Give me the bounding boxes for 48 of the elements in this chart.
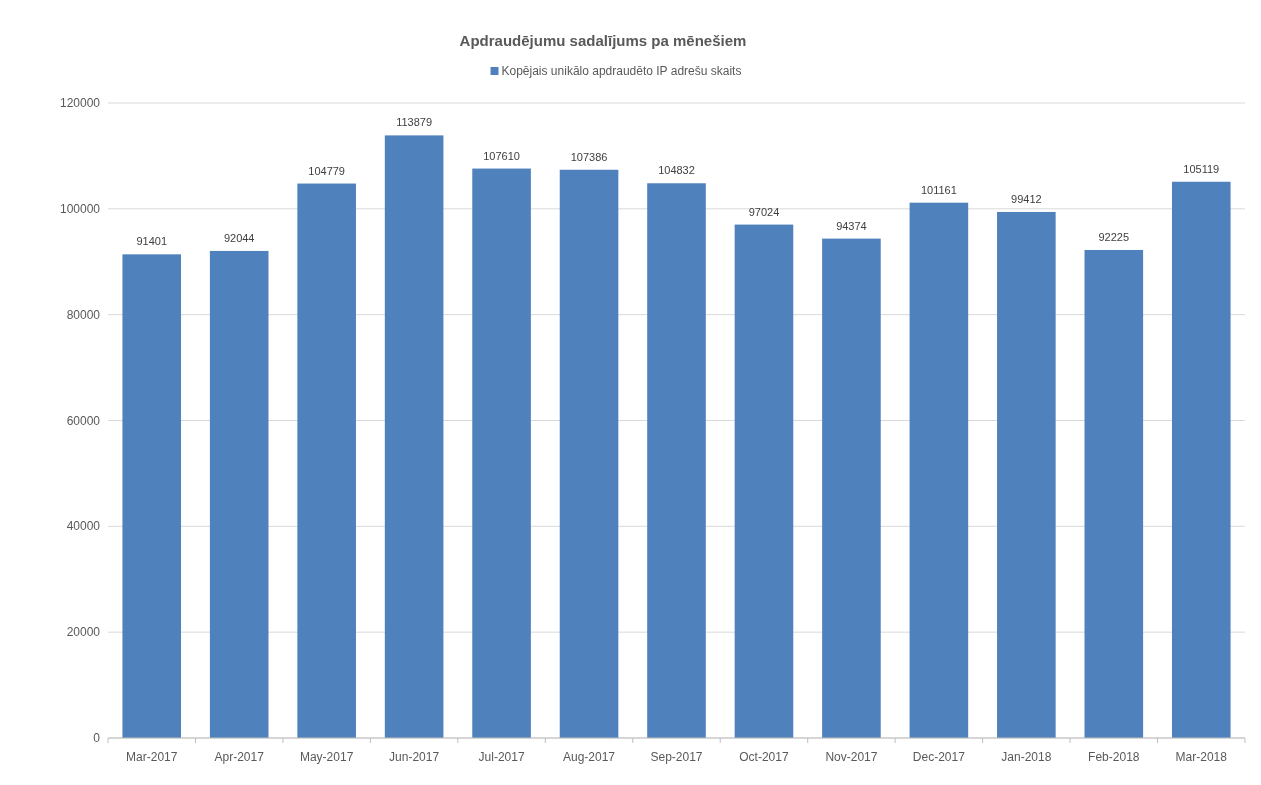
x-tick-label: Jan-2018 — [1001, 750, 1052, 764]
data-label: 105119 — [1183, 162, 1220, 175]
x-tick-label: Nov-2017 — [825, 750, 878, 764]
data-label: 113879 — [396, 116, 433, 129]
x-tick-label: Mar-2017 — [126, 750, 178, 764]
data-label: 92225 — [1098, 230, 1130, 243]
y-tick-label: 20000 — [66, 625, 101, 640]
y-tick-label: 40000 — [66, 519, 101, 534]
bar — [997, 211, 1056, 738]
bar — [297, 183, 356, 738]
data-label: 104779 — [308, 164, 346, 177]
bar — [822, 238, 881, 738]
data-label: 104832 — [658, 164, 695, 177]
x-tick-label: Sep-2017 — [650, 750, 703, 764]
chart-title: Apdraudējumu sadalījums pa mēnešiem — [459, 32, 747, 49]
data-label: 99412 — [1011, 192, 1042, 205]
x-tick-label: Apr-2017 — [214, 750, 265, 764]
data-label: 107386 — [570, 150, 608, 163]
bar — [734, 224, 794, 738]
y-tick-label: 0 — [93, 731, 101, 745]
bar — [909, 202, 969, 738]
bar — [559, 169, 619, 738]
x-tick-label: Jul-2017 — [478, 750, 525, 764]
x-tick-label: Aug-2017 — [563, 750, 616, 764]
bar — [384, 135, 444, 738]
y-tick-label: 60000 — [66, 413, 101, 428]
y-tick-label: 120000 — [59, 96, 101, 110]
x-tick-label: Oct-2017 — [739, 750, 789, 764]
x-tick-label: Feb-2018 — [1088, 750, 1140, 764]
bar — [209, 250, 269, 738]
bar — [647, 183, 706, 738]
bar — [1084, 249, 1144, 738]
bar — [122, 254, 182, 738]
data-label: 92044 — [223, 231, 255, 244]
y-tick-label: 100000 — [59, 201, 101, 216]
x-tick-label: Mar-2018 — [1175, 750, 1228, 764]
x-tick-label: May-2017 — [299, 750, 354, 764]
data-label: 107610 — [483, 149, 520, 162]
data-label: 91401 — [136, 235, 168, 248]
data-label: 101161 — [920, 183, 957, 196]
legend-label: Kopējais unikālo apdraudēto IP adrešu skaits — [501, 64, 742, 78]
bar — [472, 168, 531, 738]
data-label: 97024 — [748, 205, 780, 218]
x-tick-label: Dec-2017 — [912, 750, 966, 764]
x-tick-label: Jun-2017 — [389, 750, 440, 764]
data-label: 94374 — [836, 219, 867, 232]
bar — [1171, 181, 1231, 738]
y-tick-label: 80000 — [66, 307, 101, 322]
